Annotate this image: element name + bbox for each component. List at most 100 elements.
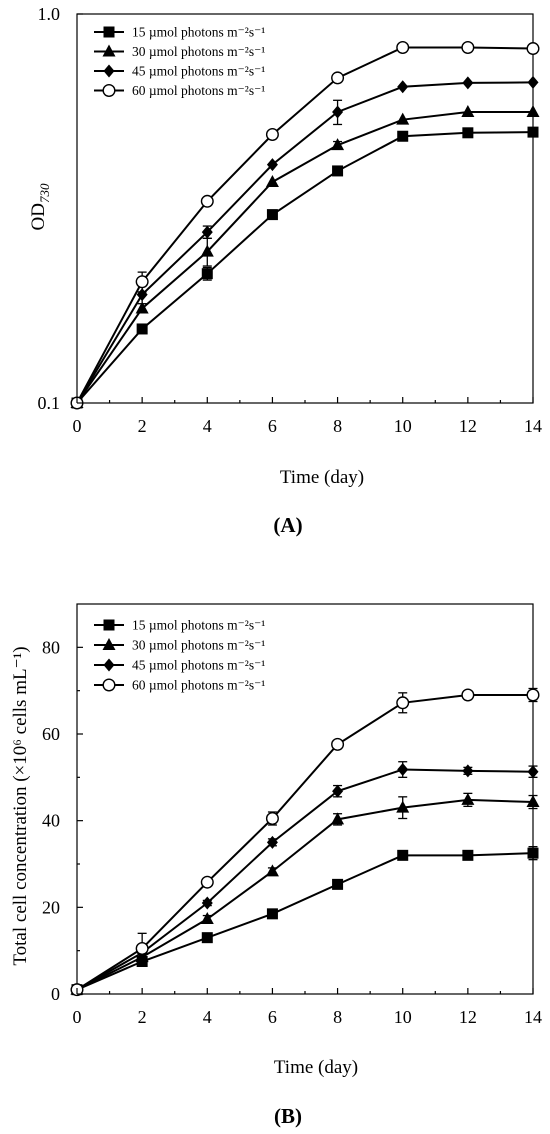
panel-b-legend-entry-diamond: 45 µmol photons m⁻²s⁻¹ xyxy=(94,658,265,673)
panel-a-series-diamond xyxy=(71,75,539,410)
panel-a-chart: 0 2 4 6 8 10 12 14 0.1 1.0 15 µmol photons m⁻²s⁻¹… xyxy=(28,4,542,537)
panel-a-x-tick-label: 8 xyxy=(333,416,342,436)
panel-a-data-point-circle xyxy=(200,194,214,208)
panel-b-data-point-diamond xyxy=(527,765,539,779)
legend-label: 60 µmol photons m⁻²s⁻¹ xyxy=(132,678,265,693)
panel-a-data-point-diamond xyxy=(462,76,474,90)
panel-b-data-point-square xyxy=(201,932,213,944)
panel-b-chart: 0 2 4 6 8 10 12 14 0 20 40 60 80 15 µmol photons m⁻²… xyxy=(10,603,542,1128)
panel-a-x-tick-label: 14 xyxy=(524,416,542,436)
panel-a-data-point-triangle xyxy=(461,104,475,117)
panel-a-data-point-square xyxy=(462,127,474,139)
panel-b-data-point-triangle xyxy=(331,812,345,825)
panel-a-series-square xyxy=(71,126,539,409)
panel-b-x-tick-label: 12 xyxy=(459,1007,477,1027)
panel-a-data-point-triangle xyxy=(265,174,279,187)
panel-b-data-point-triangle xyxy=(265,864,279,877)
panel-b-data-point-square xyxy=(266,908,278,920)
panel-a-x-tick-label: 2 xyxy=(138,416,147,436)
panel-a-x-tick-label: 0 xyxy=(73,416,82,436)
legend-label: 30 µmol photons m⁻²s⁻¹ xyxy=(132,638,265,653)
panel-a-data-point-square xyxy=(527,126,539,138)
legend-marker-diamond xyxy=(103,64,115,78)
legend-marker-square xyxy=(103,619,115,631)
panel-b-x-tick-label: 14 xyxy=(524,1007,542,1027)
panel-a-legend: 15 µmol photons m⁻²s⁻¹ 30 µmol photons m⁻… xyxy=(94,25,265,98)
panel-a-series-line-circle xyxy=(76,46,534,404)
panel-b-data-point-triangle xyxy=(396,800,410,813)
panel-a-data-point-square xyxy=(332,165,344,177)
panel-b-data-point-square xyxy=(332,878,344,890)
panel-a-data-point-diamond xyxy=(527,75,539,89)
panel-b-data-point-circle xyxy=(331,737,345,751)
panel-a-data-point-triangle xyxy=(331,138,345,151)
legend-marker-triangle xyxy=(102,638,116,650)
panel-b-y-tick-label: 20 xyxy=(42,897,60,917)
panel-b-data-point-diamond xyxy=(462,764,474,778)
panel-a-data-point-circle xyxy=(135,275,149,289)
panel-a-data-point-triangle xyxy=(135,301,149,314)
panel-a-series-triangle xyxy=(70,104,540,408)
panel-a-data-point-square xyxy=(397,130,409,142)
panel-b-x-tick-label: 8 xyxy=(333,1007,342,1027)
panel-b-label: (B) xyxy=(274,1104,302,1128)
panel-a-data-point-circle xyxy=(265,128,279,142)
panel-a-x-tick-label: 6 xyxy=(268,416,277,436)
panel-b-data-point-circle xyxy=(200,875,214,889)
panel-b-x-axis-label: Time (day) xyxy=(274,1057,358,1078)
panel-a-data-point-circle xyxy=(331,71,345,85)
panel-b-data-point-diamond xyxy=(397,763,409,777)
panel-b-ticks: 0 2 4 6 8 10 12 14 0 20 40 60 80 xyxy=(42,637,542,1027)
panel-b-data-point-circle xyxy=(526,688,540,702)
panel-a-data-point-diamond xyxy=(332,105,344,119)
panel-a-x-axis-label: Time (day) xyxy=(280,467,364,488)
panel-a-data-point-diamond xyxy=(397,80,409,94)
panel-a-legend-entry-diamond: 45 µmol photons m⁻²s⁻¹ xyxy=(94,64,265,79)
panel-b-series-square xyxy=(71,846,539,996)
panel-a-x-tick-label: 12 xyxy=(459,416,477,436)
panel-a-label: (A) xyxy=(273,513,302,537)
panel-b-legend-entry-circle: 60 µmol photons m⁻²s⁻¹ xyxy=(94,678,265,693)
panel-b-y-tick-label: 80 xyxy=(42,637,60,657)
panel-b-series-line-diamond xyxy=(76,768,534,991)
panel-a-data-point-diamond xyxy=(266,158,278,172)
panel-b-data-point-square xyxy=(527,847,539,859)
panel-a-label-open-paren: ( xyxy=(273,513,280,537)
panel-b-x-tick-label: 2 xyxy=(138,1007,147,1027)
panel-a-data-point-square xyxy=(201,268,213,280)
panel-b-data-point-circle xyxy=(135,942,149,956)
panel-a-plot-area xyxy=(70,13,540,410)
panel-b-data-point-circle xyxy=(265,812,279,826)
legend-marker-circle xyxy=(102,678,116,692)
panel-b-label-open-paren: ( xyxy=(274,1104,281,1128)
panel-b-data-point-circle xyxy=(461,688,475,702)
panel-a-data-point-triangle xyxy=(526,104,540,117)
panel-a-x-tick-label: 10 xyxy=(394,416,412,436)
legend-marker-triangle xyxy=(102,44,116,57)
panel-a-y-axis-label-subscript: 730 xyxy=(37,183,52,203)
panel-a-data-point-square xyxy=(266,209,278,221)
legend-marker-square xyxy=(103,26,115,38)
panel-b-x-tick-label: 4 xyxy=(203,1007,212,1027)
legend-marker-diamond xyxy=(103,658,115,672)
panel-b-label-letter: B xyxy=(281,1104,295,1128)
panel-b-legend-entry-triangle: 30 µmol photons m⁻²s⁻¹ xyxy=(94,638,265,653)
legend-label: 15 µmol photons m⁻²s⁻¹ xyxy=(132,618,265,633)
panel-a-data-point-diamond xyxy=(201,225,213,239)
panel-b-data-point-diamond xyxy=(201,896,213,910)
panel-b-series-triangle xyxy=(70,792,540,995)
panel-a-y-axis-label-main: OD xyxy=(28,203,49,230)
panel-a-label-letter: A xyxy=(280,513,296,537)
panel-b-x-tick-label: 0 xyxy=(73,1007,82,1027)
panel-a-data-point-circle xyxy=(461,41,475,55)
panel-a-legend-entry-triangle: 30 µmol photons m⁻²s⁻¹ xyxy=(94,44,265,59)
panel-b-y-tick-label: 0 xyxy=(51,984,60,1004)
panel-a-data-point-circle xyxy=(526,42,540,56)
panel-b-legend-entry-square: 15 µmol photons m⁻²s⁻¹ xyxy=(94,618,265,633)
legend-label: 45 µmol photons m⁻²s⁻¹ xyxy=(132,64,265,79)
panel-a-x-tick-label: 4 xyxy=(203,416,212,436)
panel-a-ticks: 0 2 4 6 8 10 12 14 0.1 1.0 xyxy=(38,4,543,436)
panel-b-series-circle xyxy=(70,687,540,997)
panel-a-legend-entry-circle: 60 µmol photons m⁻²s⁻¹ xyxy=(94,83,265,98)
